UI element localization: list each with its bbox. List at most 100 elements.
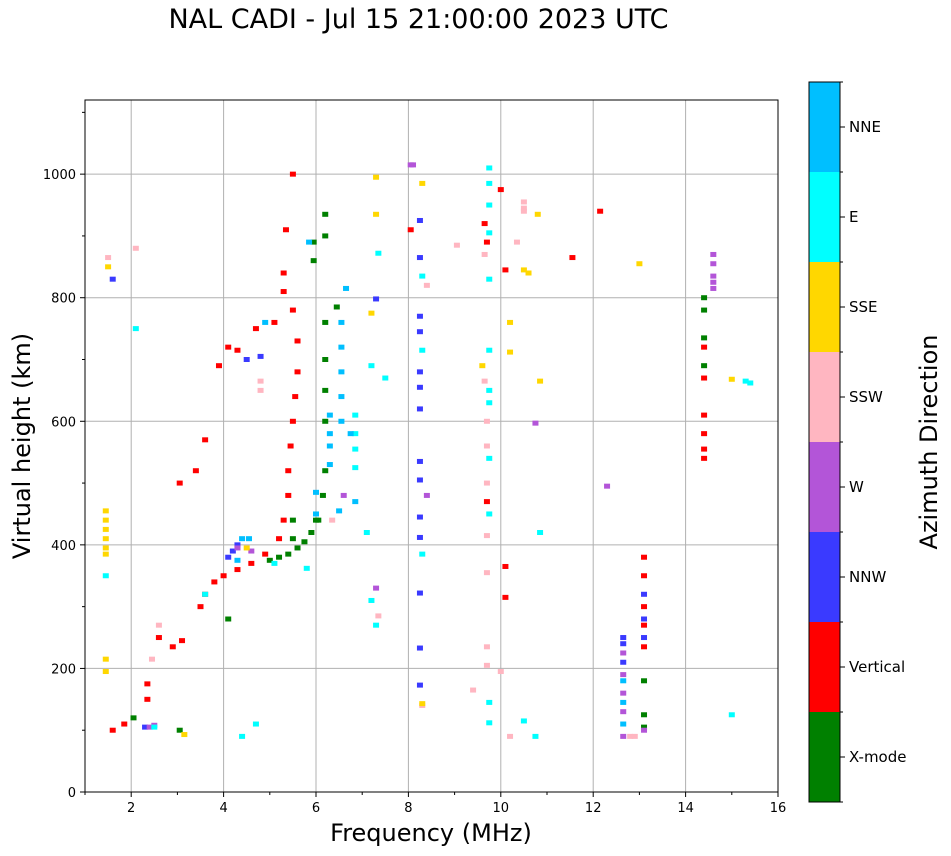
data-point — [532, 733, 539, 739]
data-point — [102, 508, 109, 514]
data-point — [483, 570, 490, 576]
data-point — [329, 517, 336, 523]
data-point — [301, 539, 308, 545]
data-point — [130, 715, 137, 721]
colorbar-swatch — [809, 622, 840, 712]
data-point — [620, 659, 627, 665]
x-tick-label: 12 — [585, 801, 602, 816]
data-point — [373, 296, 380, 302]
data-point — [502, 563, 509, 569]
data-point — [289, 307, 296, 313]
data-point — [322, 211, 329, 217]
data-point — [641, 622, 648, 628]
data-point — [532, 420, 539, 426]
data-point — [627, 733, 634, 739]
data-point — [486, 387, 493, 393]
data-point — [368, 363, 375, 369]
data-point — [641, 712, 648, 718]
data-point — [252, 326, 259, 332]
data-point — [336, 508, 343, 514]
data-point — [710, 251, 717, 257]
data-point — [347, 431, 354, 437]
data-point — [710, 273, 717, 279]
data-point — [338, 394, 345, 400]
x-axis: 2 4 6 8 10 12 14 16 — [84, 792, 786, 816]
data-point — [352, 412, 359, 418]
data-point — [368, 310, 375, 316]
data-point — [102, 656, 109, 662]
chart-title: NAL CADI - Jul 15 21:00:00 2023 UTC — [168, 4, 669, 35]
data-point — [132, 245, 139, 251]
data-point — [486, 455, 493, 461]
data-point — [419, 180, 426, 186]
data-point — [308, 530, 315, 535]
data-point — [641, 591, 648, 597]
data-point — [641, 573, 648, 579]
data-point — [343, 285, 350, 291]
data-point — [502, 594, 509, 600]
data-point — [416, 329, 423, 335]
data-point — [352, 431, 359, 437]
data-point — [419, 273, 426, 279]
data-point — [289, 171, 296, 177]
data-point — [701, 344, 708, 350]
colorbar-tick-label: SSE — [849, 298, 878, 316]
data-point — [285, 492, 292, 498]
data-point — [620, 678, 627, 684]
data-point — [338, 319, 345, 325]
data-point — [151, 724, 158, 730]
data-point — [382, 375, 389, 381]
data-point — [701, 455, 708, 461]
data-point — [483, 239, 490, 245]
x-tick-label: 8 — [404, 801, 412, 816]
colorbar-swatch — [809, 82, 840, 172]
data-point — [326, 462, 333, 468]
gridlines — [85, 100, 779, 793]
data-point — [620, 733, 627, 739]
data-point — [520, 718, 527, 724]
data-point — [280, 517, 287, 523]
data-point — [322, 357, 329, 362]
data-point — [710, 261, 717, 267]
data-point — [105, 264, 112, 270]
data-point — [486, 400, 493, 406]
data-point — [728, 712, 735, 718]
data-point — [470, 687, 477, 693]
data-point — [271, 560, 278, 566]
data-point — [176, 480, 183, 486]
data-point — [146, 724, 153, 730]
x-tick-label: 10 — [493, 801, 510, 816]
data-point — [416, 534, 423, 540]
data-point — [416, 514, 423, 520]
colorbar-swatch — [809, 352, 840, 442]
data-point — [306, 239, 313, 245]
data-point — [641, 616, 648, 622]
data-point — [102, 517, 109, 523]
data-point — [294, 338, 301, 344]
series-sse — [102, 174, 735, 738]
colorbar-swatch — [809, 262, 840, 352]
y-tick-label: 1000 — [43, 168, 76, 183]
data-point — [497, 669, 504, 675]
series-nnw — [109, 217, 648, 730]
data-point — [202, 437, 209, 443]
data-point — [486, 511, 493, 517]
data-point — [483, 499, 490, 505]
data-point — [144, 681, 151, 687]
data-point — [322, 233, 329, 239]
data-point — [373, 211, 380, 217]
data-point — [179, 638, 186, 644]
data-point — [310, 239, 317, 245]
data-point — [239, 536, 246, 542]
data-point — [620, 641, 627, 647]
data-point — [338, 344, 345, 350]
data-point — [215, 363, 222, 369]
data-point — [416, 682, 423, 688]
data-point — [631, 733, 638, 739]
data-point — [423, 282, 430, 288]
data-point — [248, 548, 255, 554]
data-point — [262, 319, 269, 325]
data-point — [322, 418, 329, 424]
data-point — [375, 613, 382, 619]
